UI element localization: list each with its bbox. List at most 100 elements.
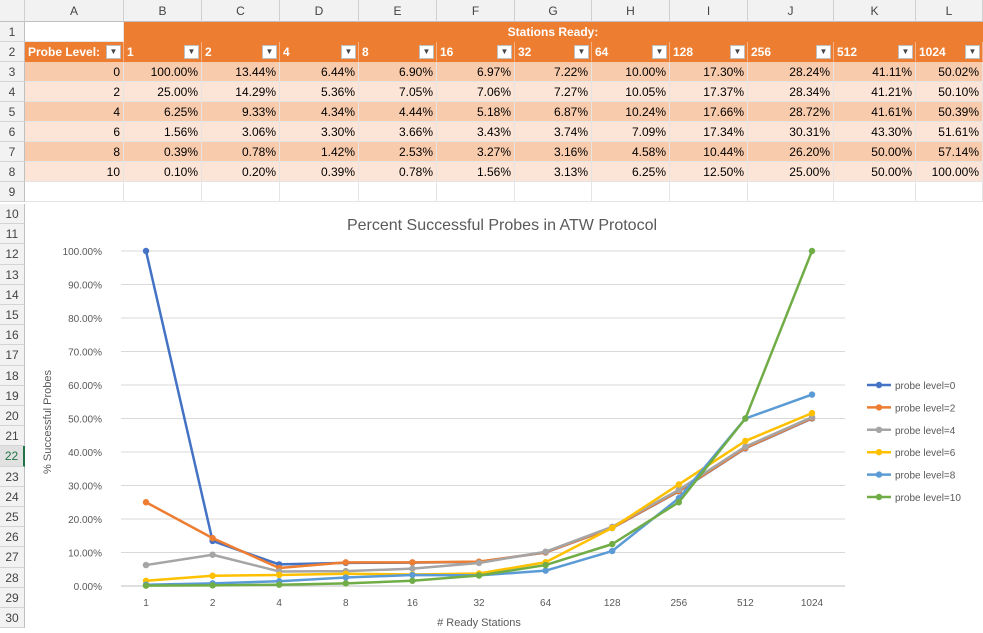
- row-header-8[interactable]: 8: [0, 162, 25, 182]
- row-header-20[interactable]: 20: [0, 406, 25, 427]
- stations-header-512[interactable]: 512 ▼: [834, 42, 916, 62]
- data-cell[interactable]: 25.00%: [748, 162, 834, 182]
- data-point[interactable]: [675, 486, 682, 493]
- data-point[interactable]: [342, 574, 349, 581]
- probe-level-cell[interactable]: 10: [25, 162, 124, 182]
- empty-cell[interactable]: [359, 182, 437, 202]
- select-all-corner[interactable]: [0, 0, 25, 22]
- data-cell[interactable]: 3.30%: [280, 122, 359, 142]
- data-cell[interactable]: 7.06%: [437, 82, 515, 102]
- row-header-21[interactable]: 21: [0, 426, 25, 447]
- probe-level-cell[interactable]: 0: [25, 62, 124, 82]
- data-cell[interactable]: 3.16%: [515, 142, 592, 162]
- row-header-12[interactable]: 12: [0, 244, 25, 265]
- data-point[interactable]: [409, 559, 416, 566]
- data-cell[interactable]: 28.24%: [748, 62, 834, 82]
- row-header-23[interactable]: 23: [0, 466, 25, 487]
- data-cell[interactable]: 57.14%: [916, 142, 983, 162]
- row-header-29[interactable]: 29: [0, 587, 25, 608]
- stations-ready-banner[interactable]: Stations Ready:: [124, 22, 983, 42]
- row-header-28[interactable]: 28: [0, 567, 25, 588]
- data-cell[interactable]: 43.30%: [834, 122, 916, 142]
- data-cell[interactable]: 3.66%: [359, 122, 437, 142]
- column-header-i[interactable]: I: [670, 0, 748, 22]
- column-header-f[interactable]: F: [437, 0, 515, 22]
- empty-cell[interactable]: [437, 182, 515, 202]
- filter-dropdown-icon[interactable]: ▼: [898, 45, 913, 59]
- row-header-22[interactable]: 22: [0, 446, 25, 467]
- column-header-j[interactable]: J: [748, 0, 834, 22]
- data-cell[interactable]: 50.02%: [916, 62, 983, 82]
- empty-cell[interactable]: [916, 182, 983, 202]
- probe-level-cell[interactable]: 4: [25, 102, 124, 122]
- filter-dropdown-icon[interactable]: ▼: [419, 45, 434, 59]
- filter-dropdown-icon[interactable]: ▼: [730, 45, 745, 59]
- data-cell[interactable]: 10.00%: [592, 62, 670, 82]
- data-cell[interactable]: 0.39%: [124, 142, 202, 162]
- data-cell[interactable]: 6.44%: [280, 62, 359, 82]
- column-header-k[interactable]: K: [834, 0, 916, 22]
- column-header-g[interactable]: G: [515, 0, 592, 22]
- legend-entry-label[interactable]: probe level=0: [895, 381, 956, 392]
- row-header-26[interactable]: 26: [0, 527, 25, 548]
- legend-entry-label[interactable]: probe level=2: [895, 403, 956, 414]
- row-header-5[interactable]: 5: [0, 102, 25, 122]
- row-header-19[interactable]: 19: [0, 385, 25, 406]
- data-cell[interactable]: 51.61%: [916, 122, 983, 142]
- data-point[interactable]: [209, 572, 216, 579]
- data-cell[interactable]: 7.27%: [515, 82, 592, 102]
- row-header-17[interactable]: 17: [0, 345, 25, 366]
- data-cell[interactable]: 28.72%: [748, 102, 834, 122]
- line-chart[interactable]: 0.00% 10.00% 20.00% 30.00% 40.00% 50.00% 60.00…: [25, 204, 983, 633]
- data-point[interactable]: [742, 437, 749, 445]
- row-header-30[interactable]: 30: [0, 608, 25, 629]
- data-cell[interactable]: 3.74%: [515, 122, 592, 142]
- data-point[interactable]: [475, 559, 483, 567]
- row-header-2[interactable]: 2: [0, 42, 25, 62]
- data-cell[interactable]: 10.44%: [670, 142, 748, 162]
- data-cell[interactable]: 5.36%: [280, 82, 359, 102]
- data-cell[interactable]: 41.61%: [834, 102, 916, 122]
- row-header-1[interactable]: 1: [0, 22, 25, 42]
- empty-cell[interactable]: [25, 182, 124, 202]
- data-cell[interactable]: 30.31%: [748, 122, 834, 142]
- data-point[interactable]: [808, 391, 816, 398]
- data-cell[interactable]: 26.20%: [748, 142, 834, 162]
- data-point[interactable]: [609, 524, 616, 532]
- filter-dropdown-icon[interactable]: ▼: [262, 45, 277, 59]
- data-point[interactable]: [675, 481, 682, 488]
- stations-header-4[interactable]: 4 ▼: [280, 42, 359, 62]
- data-point[interactable]: [808, 247, 816, 255]
- column-header-d[interactable]: D: [280, 0, 359, 22]
- data-cell[interactable]: 3.27%: [437, 142, 515, 162]
- data-cell[interactable]: 28.34%: [748, 82, 834, 102]
- legend-entry-label[interactable]: probe level=8: [895, 471, 956, 482]
- data-cell[interactable]: 6.25%: [592, 162, 670, 182]
- empty-cell[interactable]: [280, 182, 359, 202]
- stations-header-64[interactable]: 64 ▼: [592, 42, 670, 62]
- data-point[interactable]: [609, 547, 616, 555]
- filter-dropdown-icon[interactable]: ▼: [184, 45, 199, 59]
- data-point[interactable]: [142, 582, 150, 589]
- data-cell[interactable]: 0.10%: [124, 162, 202, 182]
- empty-cell[interactable]: [748, 182, 834, 202]
- data-cell[interactable]: 7.22%: [515, 62, 592, 82]
- column-header-e[interactable]: E: [359, 0, 437, 22]
- data-cell[interactable]: 100.00%: [916, 162, 983, 182]
- data-cell[interactable]: 6.90%: [359, 62, 437, 82]
- row-header-11[interactable]: 11: [0, 224, 25, 245]
- data-cell[interactable]: 13.44%: [202, 62, 280, 82]
- data-point[interactable]: [276, 581, 283, 588]
- data-cell[interactable]: 50.00%: [834, 162, 916, 182]
- chart-legend[interactable]: probe level=0 probe level=2 probe level=4 p…: [867, 381, 961, 504]
- data-cell[interactable]: 9.33%: [202, 102, 280, 122]
- data-cell[interactable]: 50.39%: [916, 102, 983, 122]
- data-cell[interactable]: 4.58%: [592, 142, 670, 162]
- filter-dropdown-icon[interactable]: ▼: [497, 45, 512, 59]
- data-point[interactable]: [342, 580, 349, 587]
- data-point[interactable]: [209, 551, 216, 558]
- data-point[interactable]: [142, 247, 150, 255]
- column-header-a[interactable]: A: [25, 0, 124, 22]
- row-header-10[interactable]: 10: [0, 204, 25, 225]
- row-header-4[interactable]: 4: [0, 82, 25, 102]
